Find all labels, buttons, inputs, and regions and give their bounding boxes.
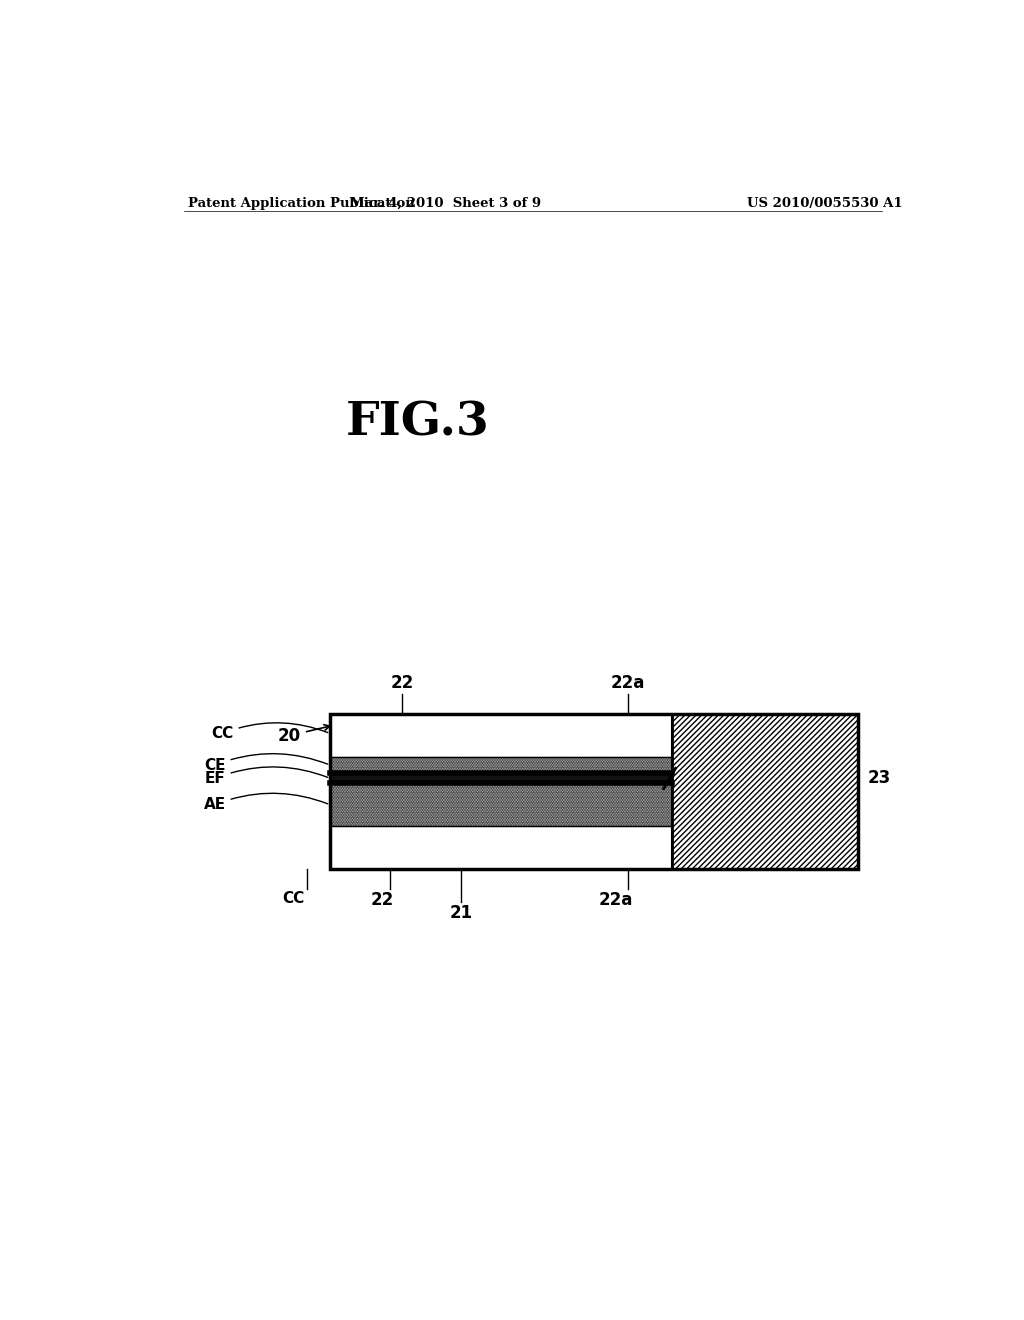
Text: CE: CE: [204, 754, 328, 772]
Text: Mar. 4, 2010  Sheet 3 of 9: Mar. 4, 2010 Sheet 3 of 9: [350, 197, 541, 210]
Text: AE: AE: [204, 793, 328, 812]
Text: 22: 22: [390, 675, 414, 692]
Text: 22a: 22a: [599, 891, 633, 909]
Text: 20: 20: [278, 725, 330, 744]
Text: 21: 21: [450, 904, 473, 923]
Text: CC: CC: [282, 891, 304, 907]
Bar: [331, 826, 672, 869]
Text: FIG.3: FIG.3: [346, 400, 489, 446]
Bar: [331, 758, 672, 774]
Bar: [672, 714, 858, 869]
Text: Patent Application Publication: Patent Application Publication: [187, 197, 415, 210]
Bar: [331, 774, 672, 784]
Text: CC: CC: [211, 723, 328, 741]
Text: US 2010/0055530 A1: US 2010/0055530 A1: [748, 197, 902, 210]
Text: 22: 22: [371, 891, 393, 909]
Text: EF: EF: [205, 767, 328, 785]
Bar: [331, 784, 672, 826]
Bar: [331, 714, 858, 869]
Text: 23: 23: [867, 770, 891, 788]
Text: 22a: 22a: [610, 675, 645, 692]
Bar: [331, 714, 672, 758]
